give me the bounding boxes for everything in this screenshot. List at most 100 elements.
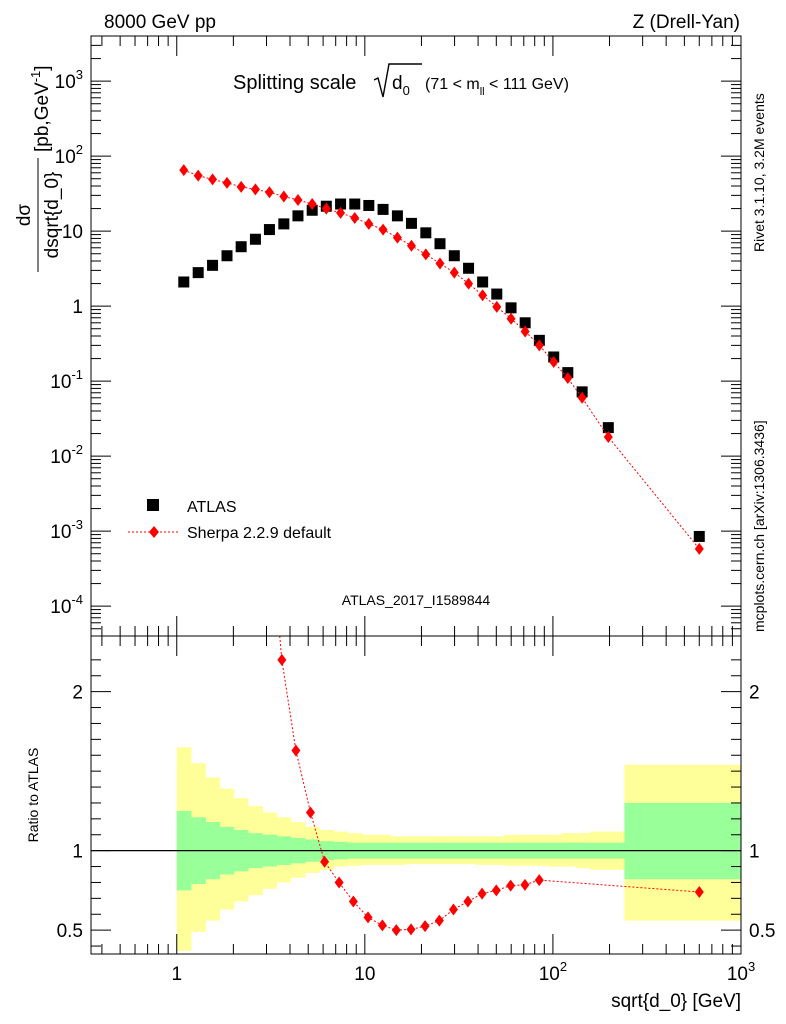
atlas-point [602,422,614,434]
sherpa-point [563,372,573,385]
ylabel-units-post: ] [32,65,53,70]
main-ylabel: dσ dsqrt{d_0} [pb,GeV-1] [14,65,63,272]
atlas-point [306,204,318,216]
title-cut: (71 < mll < 111 GeV) [425,76,569,98]
ratio-panel: 0.5 0.51 12 21 10 102 103 Ratio to ATLAS sqrt{… [25,635,775,1012]
atlas-point [377,203,389,215]
y-tick-exp: -1 [71,367,83,382]
main-y-tick-label: 10-1 [50,367,83,393]
ratio-sherpa-point [506,879,516,892]
main-y-tick-label: 102 [55,142,83,168]
sherpa-point [208,173,218,186]
y-tick-base: 10 [55,147,76,168]
x-tick-label: 1 [171,964,182,985]
ratio-sherpa-point [363,911,373,924]
ratio-sherpa-point [520,878,530,891]
atlas-point [207,259,219,271]
y-tick-base: 10 [50,447,71,468]
title-symbol-sub: 0 [403,83,410,98]
sherpa-point [250,183,260,196]
ratio-sherpa-point [694,885,704,898]
ratio-sherpa-point [348,895,358,908]
ratio-sherpa-line [279,636,700,931]
atlas-point [335,198,347,210]
ratio-y-tick-label-left: 0.5 [57,921,83,942]
title-cut-sub: ll [480,86,485,98]
sherpa-point [478,289,488,302]
uncertainty-band-inner [624,802,742,880]
header-left: 8000 GeV pp [104,12,216,33]
x-tick-base: 10 [727,964,748,985]
ratio-sherpa-point [277,653,287,666]
sherpa-point [179,164,189,177]
title-cut-post: < 111 GeV) [485,76,569,93]
ratio-sherpa-point [477,887,487,900]
sherpa-point [406,239,416,252]
atlas-point [349,198,361,210]
atlas-point [463,262,475,274]
legend: ATLAS Sherpa 2.2.9 default [128,499,332,542]
title-symbol: d0 [392,73,410,98]
ratio-y-tick-label-right: 2 [749,683,760,704]
sherpa-point [222,176,232,189]
sherpa-point [694,542,704,555]
legend-atlas-marker [147,499,159,511]
atlas-point [192,267,204,279]
ratio-sherpa-point [534,874,544,887]
sherpa-point [321,202,331,215]
ratio-y-tick-label-left: 2 [72,683,83,704]
main-y-tick-label: 10-4 [50,592,83,618]
sherpa-point [378,223,388,236]
ratio-sherpa-point [391,924,401,937]
legend-atlas-label: ATLAS [187,499,237,516]
ratio-y-tick-label-right: 0.5 [749,921,775,942]
atlas-point [505,302,517,314]
x-tick-label: 103 [727,959,755,985]
sherpa-point [307,198,317,211]
atlas-point [292,210,304,222]
sherpa-point [534,339,544,352]
y-tick-base: 10 [50,522,71,543]
ratio-sherpa-point [434,914,444,927]
atlas-point [405,217,417,229]
atlas-point [391,210,403,222]
ratio-sherpa-point [420,920,430,933]
x-tick-label: 10 [354,964,375,985]
analysis-watermark: ATLAS_2017_I1589844 [342,592,491,608]
y-tick-exp: 3 [76,67,83,82]
x-tick-exp: 3 [748,959,755,974]
ratio-sherpa-point [320,855,330,868]
atlas-point [519,317,531,329]
sqrt-symbol [373,63,422,98]
x-tick-base: 1 [171,964,182,985]
ratio-sherpa-point [334,876,344,889]
sherpa-point [350,211,360,224]
atlas-point [491,288,503,300]
atlas-point [178,276,190,288]
ylabel-denominator: dsqrt{d_0} [42,172,63,259]
y-tick-base: 10 [50,597,71,618]
header-right: Z (Drell-Yan) [633,12,740,33]
ylabel-units-sup: -1 [28,71,43,83]
sherpa-line [183,169,700,550]
sherpa-point [449,266,459,279]
sherpa-point [435,257,445,270]
atlas-point [249,233,261,245]
y-tick-exp: -2 [71,442,83,457]
sherpa-point [392,231,402,244]
plot-title: Splitting scale [233,72,356,94]
ratio-sherpa-point [491,884,501,897]
sherpa-point [193,169,203,182]
sherpa-point [293,194,303,207]
sherpa-point [236,180,246,193]
sherpa-point [279,190,289,203]
atlas-point [448,250,460,262]
y-tick-exp: -4 [71,592,83,607]
sherpa-point [464,277,474,290]
atlas-point [221,250,233,262]
ratio-y-tick-label-right: 1 [749,842,760,863]
x-tick-base: 10 [354,964,375,985]
x-tick-exp: 2 [560,959,567,974]
